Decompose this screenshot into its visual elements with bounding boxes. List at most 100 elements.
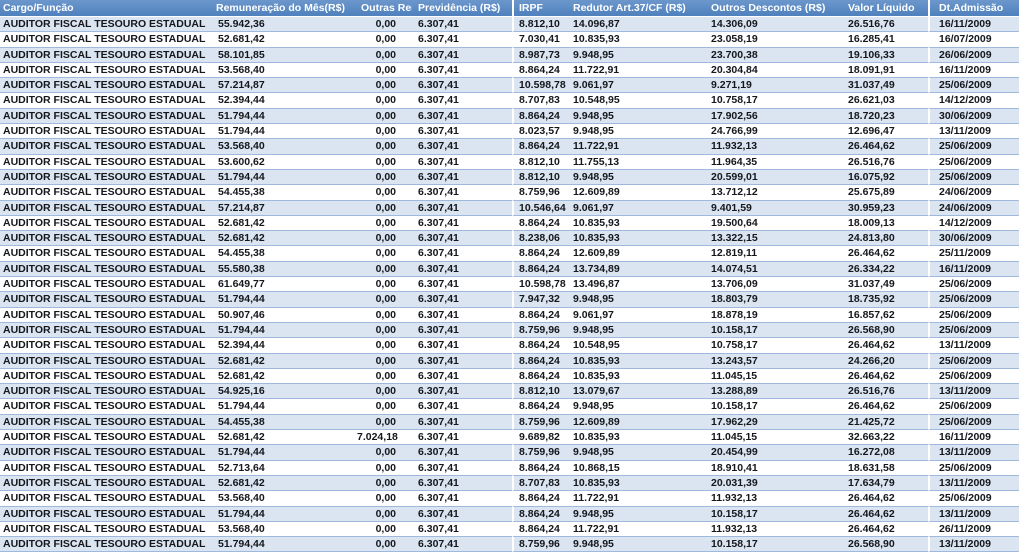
cell-valor-liquido: 26.568,90 [845,537,928,553]
cell-previdencia: 6.307,41 [412,475,512,492]
table-row: AUDITOR FISCAL TESOURO ESTADUAL 55.942,3… [0,17,1019,33]
table-row: AUDITOR FISCAL TESOURO ESTADUAL 51.794,4… [0,445,1019,461]
cell-remuneracao-mes: 52.394,44 [210,338,357,354]
cell-cargo-funcao: AUDITOR FISCAL TESOURO ESTADUAL [0,491,210,507]
cell-previdencia: 6.307,41 [412,154,512,170]
cell-dt-admissao: 25/06/2009 [928,491,1019,507]
table-row: AUDITOR FISCAL TESOURO ESTADUAL 53.568,4… [0,62,1019,79]
cell-outros-descontos: 9.401,59 [708,200,845,216]
cell-previdencia: 6.307,41 [412,185,512,201]
cell-remuneracao-mes: 52.713,64 [210,460,357,476]
cell-outras-remuneracoes: 0,00 [357,17,412,33]
cell-dt-admissao: 13/11/2009 [928,475,1019,492]
cell-dt-admissao: 13/11/2009 [928,537,1019,553]
cell-outros-descontos: 11.045,15 [708,430,845,446]
cell-irpf: 8.759,96 [512,414,570,431]
cell-dt-admissao: 13/11/2009 [928,338,1019,354]
cell-redutor-art37: 11.722,91 [570,62,708,79]
table-row: AUDITOR FISCAL TESOURO ESTADUAL 51.794,4… [0,108,1019,125]
cell-valor-liquido: 30.959,23 [845,200,928,216]
cell-previdencia: 6.307,41 [412,414,512,431]
cell-outras-remuneracoes: 0,00 [357,62,412,79]
cell-outros-descontos: 10.158,17 [708,506,845,522]
table-body: AUDITOR FISCAL TESOURO ESTADUAL 55.942,3… [0,17,1019,553]
cell-cargo-funcao: AUDITOR FISCAL TESOURO ESTADUAL [0,200,210,216]
cell-outros-descontos: 23.700,38 [708,47,845,63]
cell-dt-admissao: 16/11/2009 [928,62,1019,79]
cell-outros-descontos: 19.500,64 [708,215,845,232]
cell-cargo-funcao: AUDITOR FISCAL TESOURO ESTADUAL [0,353,210,369]
cell-irpf: 10.598,78 [512,277,570,293]
cell-previdencia: 6.307,41 [412,307,512,323]
cell-redutor-art37: 13.079,67 [570,384,708,400]
table-row: AUDITOR FISCAL TESOURO ESTADUAL 53.568,4… [0,491,1019,507]
cell-remuneracao-mes: 61.649,77 [210,277,357,293]
cell-remuneracao-mes: 57.214,87 [210,78,357,94]
cell-irpf: 8.023,57 [512,124,570,140]
cell-irpf: 8.864,24 [512,491,570,507]
cell-redutor-art37: 10.835,93 [570,215,708,232]
cell-redutor-art37: 9.061,97 [570,78,708,94]
cell-redutor-art37: 9.948,95 [570,124,708,140]
table-row: AUDITOR FISCAL TESOURO ESTADUAL 52.681,4… [0,475,1019,492]
cell-dt-admissao: 16/11/2009 [928,17,1019,33]
cell-outras-remuneracoes: 0,00 [357,215,412,232]
cell-remuneracao-mes: 53.568,40 [210,491,357,507]
cell-previdencia: 6.307,41 [412,292,512,308]
cell-redutor-art37: 11.722,91 [570,521,708,538]
cell-remuneracao-mes: 52.681,42 [210,368,357,385]
cell-outros-descontos: 10.758,17 [708,338,845,354]
header-cargo-funcao: Cargo/Função [0,0,210,17]
cell-outros-descontos: 13.322,15 [708,231,845,247]
cell-outros-descontos: 14.074,51 [708,261,845,278]
cell-outras-remuneracoes: 0,00 [357,154,412,170]
cell-cargo-funcao: AUDITOR FISCAL TESOURO ESTADUAL [0,537,210,553]
cell-irpf: 8.864,24 [512,62,570,79]
cell-cargo-funcao: AUDITOR FISCAL TESOURO ESTADUAL [0,231,210,247]
cell-cargo-funcao: AUDITOR FISCAL TESOURO ESTADUAL [0,124,210,140]
table-row: AUDITOR FISCAL TESOURO ESTADUAL 58.101,8… [0,47,1019,63]
cell-previdencia: 6.307,41 [412,384,512,400]
cell-dt-admissao: 30/06/2009 [928,231,1019,247]
cell-irpf: 8.864,24 [512,261,570,278]
cell-dt-admissao: 24/06/2009 [928,185,1019,201]
cell-remuneracao-mes: 52.681,42 [210,475,357,492]
cell-previdencia: 6.307,41 [412,246,512,262]
cell-dt-admissao: 25/06/2009 [928,169,1019,186]
cell-valor-liquido: 25.675,89 [845,185,928,201]
cell-redutor-art37: 11.722,91 [570,491,708,507]
cell-irpf: 8.812,10 [512,154,570,170]
cell-outros-descontos: 17.962,29 [708,414,845,431]
cell-outras-remuneracoes: 7.024,18 [357,430,412,446]
cell-remuneracao-mes: 50.907,46 [210,307,357,323]
cell-remuneracao-mes: 53.568,40 [210,521,357,538]
cell-valor-liquido: 26.464,62 [845,491,928,507]
cell-remuneracao-mes: 52.681,42 [210,215,357,232]
table-row: AUDITOR FISCAL TESOURO ESTADUAL 52.394,4… [0,93,1019,109]
table-row: AUDITOR FISCAL TESOURO ESTADUAL 54.455,3… [0,185,1019,201]
cell-dt-admissao: 24/06/2009 [928,200,1019,216]
cell-irpf: 9.689,82 [512,430,570,446]
cell-valor-liquido: 26.516,76 [845,17,928,33]
cell-previdencia: 6.307,41 [412,215,512,232]
cell-previdencia: 6.307,41 [412,108,512,125]
cell-cargo-funcao: AUDITOR FISCAL TESOURO ESTADUAL [0,368,210,385]
cell-cargo-funcao: AUDITOR FISCAL TESOURO ESTADUAL [0,93,210,109]
cell-outros-descontos: 13.712,12 [708,185,845,201]
cell-valor-liquido: 26.464,62 [845,521,928,538]
cell-redutor-art37: 11.755,13 [570,154,708,170]
cell-irpf: 8.864,24 [512,399,570,415]
cell-outras-remuneracoes: 0,00 [357,414,412,431]
cell-outros-descontos: 13.288,89 [708,384,845,400]
cell-cargo-funcao: AUDITOR FISCAL TESOURO ESTADUAL [0,384,210,400]
cell-valor-liquido: 26.334,22 [845,261,928,278]
cell-dt-admissao: 25/06/2009 [928,353,1019,369]
cell-dt-admissao: 14/12/2009 [928,93,1019,109]
cell-dt-admissao: 25/06/2009 [928,460,1019,476]
cell-irpf: 10.546,64 [512,200,570,216]
cell-cargo-funcao: AUDITOR FISCAL TESOURO ESTADUAL [0,338,210,354]
cell-irpf: 8.759,96 [512,445,570,461]
cell-valor-liquido: 16.857,62 [845,307,928,323]
cell-redutor-art37: 10.835,93 [570,231,708,247]
cell-outras-remuneracoes: 0,00 [357,537,412,553]
